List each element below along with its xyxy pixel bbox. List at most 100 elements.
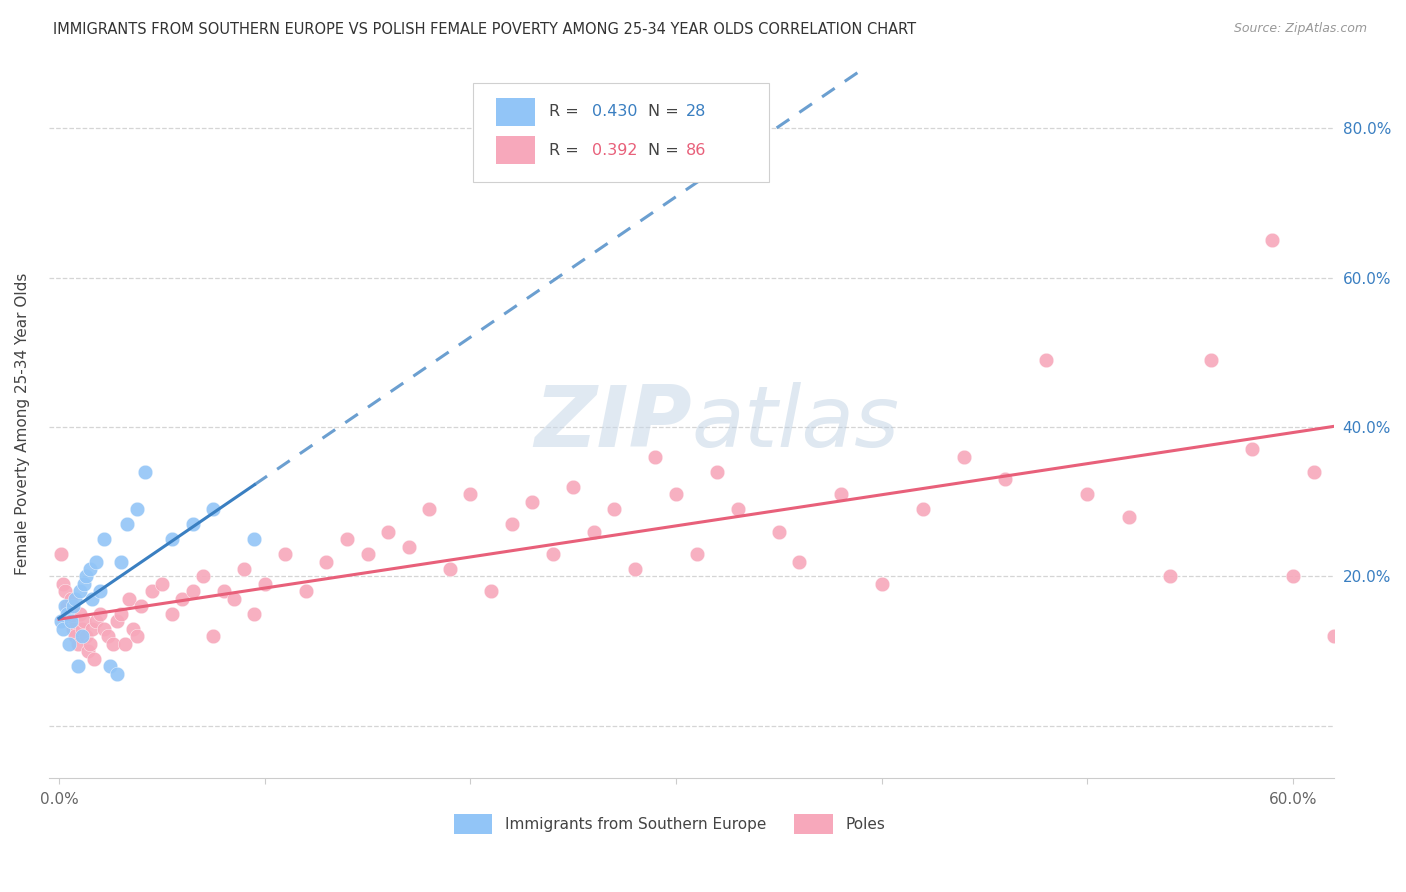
Point (520, 495, 543, 509)
Point (75, 569, 97, 583)
Point (1159, 569, 1181, 583)
Point (212, 584, 235, 599)
Point (274, 547, 297, 561)
Point (1323, 629, 1346, 643)
Point (202, 502, 225, 516)
Point (114, 637, 136, 651)
Point (118, 591, 141, 606)
Point (953, 450, 976, 464)
Point (58, 637, 80, 651)
Point (60, 614, 83, 628)
Point (501, 517, 523, 532)
Point (53, 584, 76, 599)
Point (93, 532, 115, 546)
Text: 0.392: 0.392 (592, 143, 638, 158)
Point (1302, 465, 1324, 479)
Point (582, 524, 605, 539)
Point (66, 637, 89, 651)
Point (624, 562, 647, 576)
Text: IMMIGRANTS FROM SOUTHERN EUROPE VS POLISH FEMALE POVERTY AMONG 25-34 YEAR OLDS C: IMMIGRANTS FROM SOUTHERN EUROPE VS POLIS… (53, 22, 917, 37)
Point (1076, 487, 1098, 501)
Point (110, 607, 132, 621)
Point (160, 607, 183, 621)
Point (73, 577, 96, 591)
Point (49, 547, 72, 561)
FancyBboxPatch shape (472, 83, 769, 182)
Point (181, 517, 204, 532)
Point (418, 502, 440, 516)
Point (56, 607, 79, 621)
Point (70, 622, 93, 636)
Text: Poles: Poles (845, 817, 886, 831)
Text: 0.430: 0.430 (592, 104, 638, 120)
Point (52, 577, 75, 591)
Point (105, 614, 128, 628)
Point (253, 577, 276, 591)
Point (84, 555, 107, 569)
Point (222, 591, 245, 606)
Text: N =: N = (648, 104, 683, 120)
Bar (496, 97, 534, 126)
Text: atlas: atlas (692, 382, 900, 465)
Text: 28: 28 (686, 104, 707, 120)
Point (706, 465, 728, 479)
Point (479, 584, 502, 599)
Point (150, 577, 173, 591)
Point (1261, 233, 1284, 247)
Point (665, 487, 688, 501)
Bar (454, 814, 492, 834)
Point (911, 502, 934, 516)
Point (191, 569, 214, 583)
Point (727, 502, 749, 516)
Point (80, 622, 103, 636)
Point (89, 584, 111, 599)
Point (70, 629, 93, 643)
Point (89, 607, 111, 621)
Point (66, 659, 89, 673)
Point (127, 502, 149, 516)
Point (100, 659, 122, 673)
Point (994, 472, 1017, 486)
Bar (794, 814, 832, 834)
Point (1118, 509, 1140, 524)
Point (52, 622, 75, 636)
Point (1199, 352, 1222, 367)
Point (105, 666, 128, 681)
Point (1240, 442, 1263, 457)
Point (134, 465, 156, 479)
Point (80, 591, 103, 606)
Point (644, 450, 666, 464)
Point (79, 637, 101, 651)
Point (79, 562, 101, 576)
Point (110, 555, 132, 569)
Point (115, 517, 138, 532)
Bar (496, 136, 534, 164)
Point (768, 524, 790, 539)
Point (233, 562, 256, 576)
Point (93, 622, 115, 636)
Point (58, 614, 80, 628)
Point (460, 487, 482, 501)
Point (53, 599, 76, 614)
Point (101, 637, 124, 651)
Text: N =: N = (648, 143, 683, 158)
Text: Source: ZipAtlas.com: Source: ZipAtlas.com (1233, 22, 1367, 36)
Text: ZIP: ZIP (534, 382, 692, 465)
Point (69, 607, 91, 621)
Point (160, 532, 183, 546)
Y-axis label: Female Poverty Among 25-34 Year Olds: Female Poverty Among 25-34 Year Olds (15, 272, 30, 574)
Point (541, 547, 564, 561)
Point (439, 562, 461, 576)
Point (336, 532, 359, 546)
Point (65, 591, 87, 606)
Point (870, 577, 893, 591)
Point (181, 584, 204, 599)
Text: Immigrants from Southern Europe: Immigrants from Southern Europe (505, 817, 766, 831)
Point (97, 629, 120, 643)
Point (83, 651, 105, 665)
Point (830, 487, 852, 501)
Point (49, 614, 72, 628)
Point (62, 622, 84, 636)
Point (65, 629, 87, 643)
Point (603, 502, 626, 516)
